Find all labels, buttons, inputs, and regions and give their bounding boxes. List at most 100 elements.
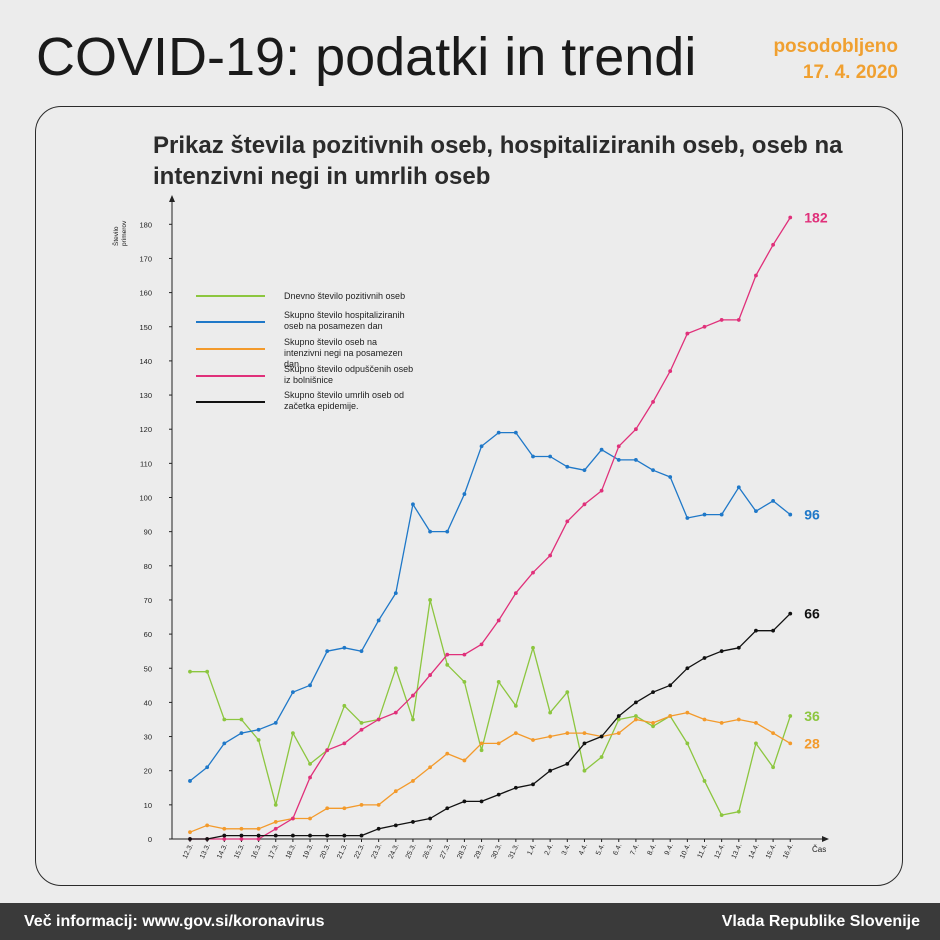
data-point bbox=[651, 724, 655, 729]
data-point bbox=[462, 758, 467, 763]
y-tick-label: 130 bbox=[139, 391, 152, 400]
legend-label: Skupno število hospitaliziranih oseb na p… bbox=[284, 310, 405, 331]
data-point bbox=[291, 731, 295, 736]
data-point bbox=[513, 731, 518, 736]
x-tick-label: 28.3. bbox=[456, 843, 469, 860]
x-tick-label: 8.4. bbox=[647, 843, 658, 857]
data-point bbox=[719, 813, 724, 817]
y-tick-label: 0 bbox=[148, 835, 152, 844]
data-point bbox=[565, 731, 570, 736]
page-title: COVID-19: podatki in trendi bbox=[36, 27, 697, 87]
data-point bbox=[702, 779, 707, 783]
x-axis-label: Čas bbox=[812, 845, 826, 854]
data-point bbox=[393, 666, 398, 671]
data-point bbox=[222, 741, 227, 746]
x-tick-label: 5.4. bbox=[595, 843, 606, 857]
data-point bbox=[291, 816, 295, 821]
data-point bbox=[548, 734, 553, 739]
data-point bbox=[359, 649, 364, 654]
y-tick-label: 150 bbox=[139, 323, 152, 332]
x-tick-label: 20.3. bbox=[319, 843, 332, 860]
data-point bbox=[513, 785, 518, 790]
data-point bbox=[462, 492, 467, 496]
data-point bbox=[273, 720, 278, 725]
x-tick-label: 31.3. bbox=[508, 843, 521, 860]
end-value-label: 36 bbox=[804, 708, 820, 724]
data-point bbox=[582, 731, 587, 736]
data-point bbox=[531, 645, 535, 650]
chart-title: Prikaz števila pozitivnih oseb, hospital… bbox=[153, 132, 843, 190]
x-tick-label: 1.4. bbox=[527, 843, 538, 857]
update-info: posodobljeno 17. 4. 2020 bbox=[773, 34, 898, 86]
data-point bbox=[531, 454, 535, 459]
data-point bbox=[462, 652, 467, 657]
data-point bbox=[273, 802, 278, 807]
data-point bbox=[616, 458, 621, 462]
data-point bbox=[222, 837, 227, 841]
data-point bbox=[719, 512, 724, 517]
x-tick-label: 4.4. bbox=[578, 843, 589, 857]
data-point bbox=[359, 802, 364, 807]
data-point bbox=[788, 714, 793, 718]
data-point bbox=[205, 837, 210, 841]
x-tick-label: 13.4. bbox=[731, 843, 744, 860]
x-tick-label: 23.3. bbox=[371, 843, 384, 860]
x-tick-label: 25.3. bbox=[405, 843, 418, 860]
data-point bbox=[308, 761, 312, 766]
data-point bbox=[342, 833, 347, 838]
data-point bbox=[788, 512, 793, 517]
x-tick-label: 27.3. bbox=[439, 843, 452, 860]
data-point bbox=[719, 720, 724, 725]
data-point bbox=[616, 714, 621, 718]
y-tick-label: 110 bbox=[140, 459, 152, 468]
end-value-label: 96 bbox=[804, 507, 820, 523]
data-point bbox=[531, 738, 535, 742]
end-value-label: 182 bbox=[804, 209, 828, 225]
x-tick-label: 9.4. bbox=[664, 843, 675, 857]
data-point bbox=[513, 430, 518, 435]
data-point bbox=[599, 447, 604, 452]
data-point bbox=[513, 591, 518, 596]
updated-date: 17. 4. 2020 bbox=[802, 62, 898, 83]
data-point bbox=[651, 468, 655, 473]
y-tick-label: 170 bbox=[139, 254, 152, 263]
data-point bbox=[222, 833, 227, 838]
data-point bbox=[256, 727, 261, 732]
data-point bbox=[393, 789, 398, 794]
data-point bbox=[616, 731, 621, 736]
data-point bbox=[359, 720, 364, 725]
x-tick-label: 16.3. bbox=[250, 843, 263, 860]
footer-info-link[interactable]: Več informacij: www.gov.si/koronavirus bbox=[24, 913, 325, 930]
legend-label: Skupno število oseb na intenzivni negi na… bbox=[284, 337, 403, 369]
data-point bbox=[205, 823, 210, 828]
data-point bbox=[668, 369, 673, 374]
data-point bbox=[256, 826, 261, 831]
series-line-2 bbox=[189, 431, 791, 782]
data-point bbox=[376, 618, 381, 623]
data-point bbox=[479, 799, 484, 804]
data-point bbox=[736, 485, 741, 490]
data-point bbox=[188, 837, 192, 841]
data-point bbox=[308, 683, 312, 688]
data-point bbox=[668, 714, 673, 718]
data-point bbox=[651, 720, 655, 725]
data-point bbox=[411, 502, 415, 507]
x-axis-arrow bbox=[822, 836, 829, 842]
data-point bbox=[668, 683, 673, 688]
data-point bbox=[445, 751, 450, 756]
data-point bbox=[582, 468, 587, 473]
data-point bbox=[531, 570, 535, 575]
data-point bbox=[325, 748, 330, 753]
x-tick-label: 14.4. bbox=[748, 843, 761, 860]
data-point bbox=[205, 669, 210, 674]
data-point bbox=[496, 430, 501, 435]
data-point bbox=[411, 693, 415, 698]
data-point bbox=[222, 717, 227, 722]
data-point bbox=[273, 820, 278, 824]
y-tick-label: 50 bbox=[144, 664, 152, 673]
data-point bbox=[651, 690, 655, 695]
data-point bbox=[273, 826, 278, 831]
x-tick-label: 18.3. bbox=[285, 843, 298, 860]
x-tick-label: 14.3. bbox=[216, 843, 229, 860]
x-tick-label: 6.4. bbox=[612, 843, 623, 857]
